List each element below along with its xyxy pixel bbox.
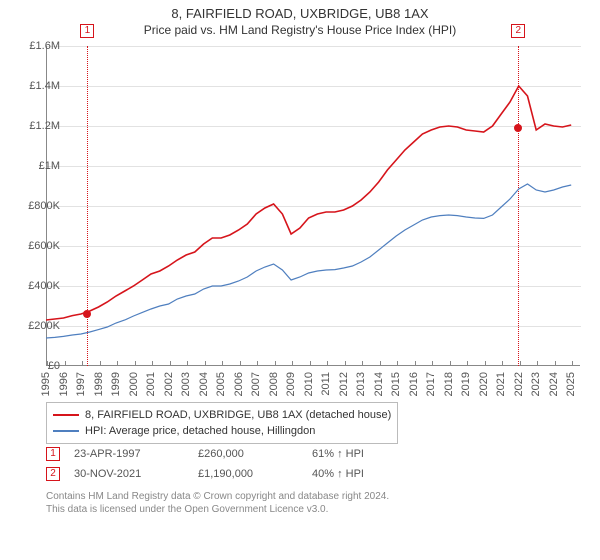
legend-swatch <box>53 430 79 432</box>
transaction-marker: 1 <box>46 447 60 461</box>
x-tick-label: 2012 <box>338 372 350 396</box>
legend-label: HPI: Average price, detached house, Hill… <box>85 423 315 439</box>
x-tick-label: 2023 <box>530 372 542 396</box>
marker-box-1: 1 <box>80 24 94 38</box>
legend-item-subject: 8, FAIRFIELD ROAD, UXBRIDGE, UB8 1AX (de… <box>53 407 391 423</box>
legend-item-hpi: HPI: Average price, detached house, Hill… <box>53 423 391 439</box>
y-tick-label: £0 <box>16 360 60 372</box>
attribution-line-1: Contains HM Land Registry data © Crown c… <box>46 490 580 503</box>
x-tick-label: 1995 <box>40 372 52 396</box>
x-tick-label: 2006 <box>233 372 245 396</box>
attribution-text: Contains HM Land Registry data © Crown c… <box>46 490 580 516</box>
y-tick-label: £1M <box>16 160 60 172</box>
x-tick-label: 2002 <box>163 372 175 396</box>
x-tick-label: 2024 <box>548 372 560 396</box>
chart-title: 8, FAIRFIELD ROAD, UXBRIDGE, UB8 1AX <box>0 0 600 21</box>
legend-label: 8, FAIRFIELD ROAD, UXBRIDGE, UB8 1AX (de… <box>85 407 391 423</box>
x-tick-label: 2009 <box>285 372 297 396</box>
series-lines <box>46 46 580 366</box>
x-tick-label: 2008 <box>268 372 280 396</box>
x-tick-label: 2011 <box>320 372 332 396</box>
transaction-vs-hpi: 40% ↑ HPI <box>312 464 432 484</box>
x-tick-label: 2022 <box>513 372 525 396</box>
x-tick-label: 2005 <box>215 372 227 396</box>
x-tick-label: 2003 <box>180 372 192 396</box>
x-tick-label: 2021 <box>495 372 507 396</box>
x-tick-label: 2007 <box>250 372 262 396</box>
x-tick-label: 1999 <box>110 372 122 396</box>
x-tick-label: 2016 <box>408 372 420 396</box>
transaction-vs-hpi: 61% ↑ HPI <box>312 444 432 464</box>
y-tick-label: £200K <box>16 320 60 332</box>
x-tick-label: 1996 <box>58 372 70 396</box>
transaction-marker: 2 <box>46 467 60 481</box>
x-tick-label: 2018 <box>443 372 455 396</box>
marker-box-2: 2 <box>511 24 525 38</box>
x-tick-label: 2004 <box>198 372 210 396</box>
transactions-table: 1 23-APR-1997 £260,000 61% ↑ HPI 2 30-NOV-202… <box>46 444 432 484</box>
transaction-date: 30-NOV-2021 <box>74 464 184 484</box>
y-tick-label: £1.4M <box>16 80 60 92</box>
attribution-line-2: This data is licensed under the Open Gov… <box>46 503 580 516</box>
x-tick-label: 2014 <box>373 372 385 396</box>
x-tick-label: 2001 <box>145 372 157 396</box>
x-tick-label: 2019 <box>460 372 472 396</box>
legend-swatch <box>53 414 79 416</box>
x-tick-label: 2020 <box>478 372 490 396</box>
transaction-price: £260,000 <box>198 444 298 464</box>
y-tick-label: £600K <box>16 240 60 252</box>
x-tick-label: 1998 <box>93 372 105 396</box>
x-tick-label: 2013 <box>355 372 367 396</box>
y-tick-label: £400K <box>16 280 60 292</box>
transaction-date: 23-APR-1997 <box>74 444 184 464</box>
y-tick-label: £1.6M <box>16 40 60 52</box>
series-subject <box>46 86 571 320</box>
transaction-row: 1 23-APR-1997 £260,000 61% ↑ HPI <box>46 444 432 464</box>
y-tick-label: £1.2M <box>16 120 60 132</box>
x-tick-label: 1997 <box>75 372 87 396</box>
legend: 8, FAIRFIELD ROAD, UXBRIDGE, UB8 1AX (de… <box>46 402 398 444</box>
x-tick-label: 2010 <box>303 372 315 396</box>
chart-container: 8, FAIRFIELD ROAD, UXBRIDGE, UB8 1AX Pri… <box>0 0 600 560</box>
x-tick-label: 2017 <box>425 372 437 396</box>
x-tick-label: 2000 <box>128 372 140 396</box>
transaction-price: £1,190,000 <box>198 464 298 484</box>
plot-area: 12 <box>46 46 580 366</box>
y-tick-label: £800K <box>16 200 60 212</box>
series-hpi <box>46 184 571 338</box>
transaction-row: 2 30-NOV-2021 £1,190,000 40% ↑ HPI <box>46 464 432 484</box>
x-tick-label: 2015 <box>390 372 402 396</box>
x-tick-label: 2025 <box>565 372 577 396</box>
